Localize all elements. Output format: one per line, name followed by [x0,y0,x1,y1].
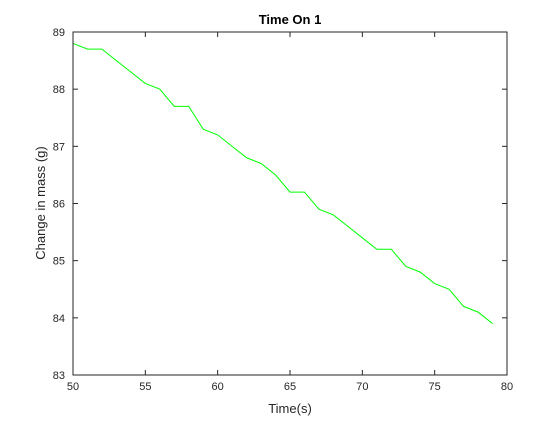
y-tick-label: 88 [53,84,65,96]
x-tick-label: 60 [212,381,224,393]
y-tick-label: 83 [53,370,65,382]
x-tick-label: 70 [356,381,368,393]
y-tick-label: 87 [53,141,65,153]
y-tick-label: 89 [53,27,65,39]
y-tick-label: 84 [53,313,65,325]
x-tick-label: 80 [501,381,513,393]
x-axis-label: Time(s) [268,401,312,416]
y-tick-label: 85 [53,256,65,268]
y-axis-label: Change in mass (g) [33,146,48,259]
x-tick-label: 65 [284,381,296,393]
y-tick-label: 86 [53,199,65,211]
series-line [72,42,493,324]
tick-layer: 50 55 60 65 70 75 80 83 84 85 86 87 88 89 [53,27,513,393]
x-tick-label: 55 [139,381,151,393]
plot-area [73,32,507,375]
x-tick-label: 75 [429,381,441,393]
series-layer [72,42,493,324]
x-tick-label: 50 [67,381,79,393]
chart-title: Time On 1 [259,12,322,27]
